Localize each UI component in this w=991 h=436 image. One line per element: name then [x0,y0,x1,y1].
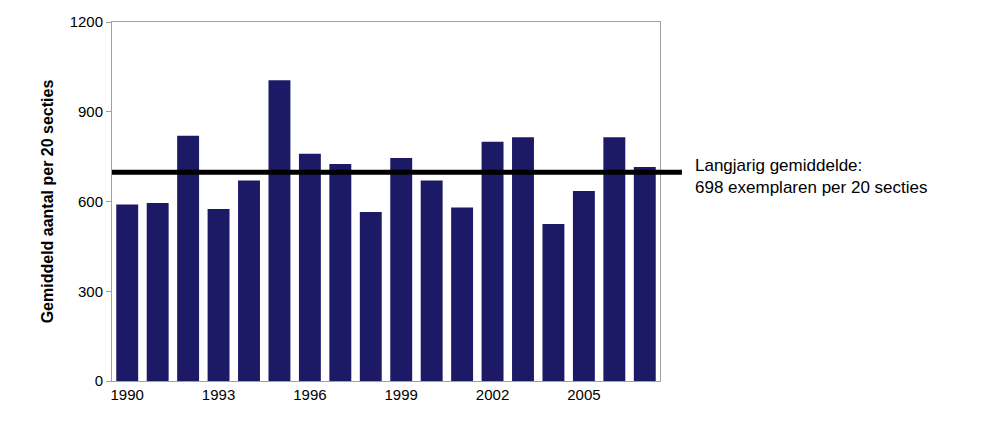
svg-text:600: 600 [78,193,103,210]
svg-text:1990: 1990 [111,386,144,403]
svg-text:2002: 2002 [476,386,509,403]
svg-text:Gemiddeld aantal per 20 sectie: Gemiddeld aantal per 20 secties [39,80,56,324]
svg-text:1996: 1996 [293,386,326,403]
svg-text:900: 900 [78,103,103,120]
svg-text:300: 300 [78,283,103,300]
svg-text:1999: 1999 [385,386,418,403]
svg-text:1200: 1200 [70,13,103,30]
svg-text:1993: 1993 [202,386,235,403]
svg-text:2005: 2005 [567,386,600,403]
svg-text:0: 0 [95,372,103,389]
svg-text:Langjarig gemiddelde:698 exemp: Langjarig gemiddelde:698 exemplaren per … [695,156,927,197]
